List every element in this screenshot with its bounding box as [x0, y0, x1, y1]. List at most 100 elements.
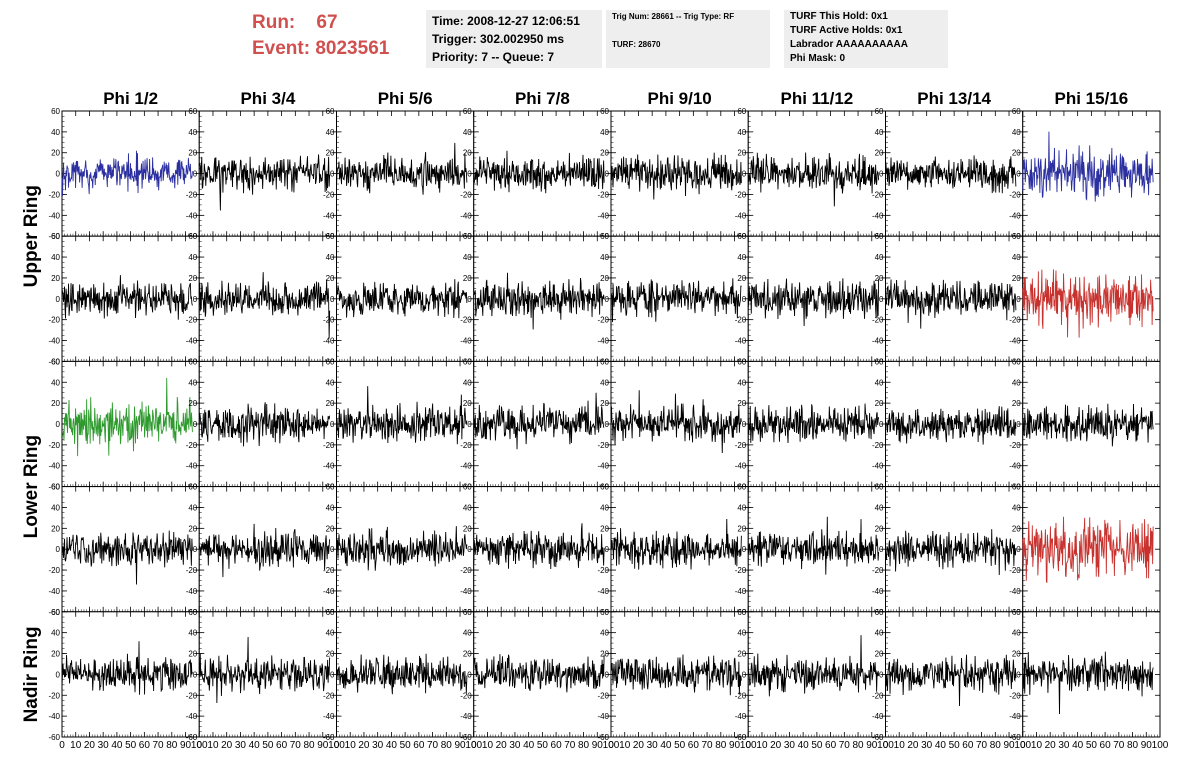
y-tick-label: 40: [188, 503, 197, 512]
y-tick-label: 40: [463, 253, 472, 262]
x-tick-label: 100: [465, 740, 482, 751]
x-tick-label: 30: [372, 740, 384, 751]
y-tick-label: 0: [742, 420, 747, 429]
y-tick-label: 60: [737, 232, 746, 241]
y-tick-label: 20: [463, 149, 472, 158]
waveform-trace: [610, 278, 742, 323]
y-tick-label: 0: [330, 670, 335, 679]
waveform-trace: [198, 636, 331, 704]
x-tick-label: 30: [921, 740, 933, 751]
x-tick-label: 70: [976, 740, 988, 751]
y-tick-label: 40: [737, 503, 746, 512]
x-tick-label: 0: [59, 740, 65, 751]
turf-line: TURF: 28670: [612, 40, 661, 49]
y-tick-label: 40: [875, 503, 884, 512]
y-tick-label: -60: [1009, 733, 1021, 742]
y-tick-label: -60: [48, 608, 60, 617]
y-tick-label: -60: [872, 733, 884, 742]
y-tick-label: -40: [735, 712, 747, 721]
waveform-trace: [1022, 651, 1154, 715]
y-tick-label: -20: [186, 316, 198, 325]
x-tick-label: 50: [1086, 740, 1098, 751]
x-tick-label: 70: [702, 740, 714, 751]
y-tick-label: -40: [323, 337, 335, 346]
phi-mask-line: Phi Mask: 0: [790, 53, 846, 64]
waveform-trace: [336, 526, 468, 571]
y-tick-label: 60: [51, 232, 60, 241]
y-tick-label: 40: [188, 253, 197, 262]
y-tick-label: -40: [1009, 462, 1021, 471]
y-tick-label: -60: [735, 733, 747, 742]
y-tick-label: 60: [51, 107, 60, 116]
y-tick-label: -40: [1009, 712, 1021, 721]
y-tick-label: 60: [737, 608, 746, 617]
x-tick-label: 30: [235, 740, 247, 751]
y-tick-label: 40: [600, 128, 609, 137]
x-tick-label: 60: [276, 740, 288, 751]
y-tick-label: -20: [48, 566, 60, 575]
x-tick-label: 50: [125, 740, 137, 751]
y-tick-label: 60: [463, 232, 472, 241]
waveform-trace: [747, 403, 880, 443]
waveform-trace: [336, 279, 468, 319]
waveform-trace: [885, 654, 1017, 707]
y-tick-label: -40: [872, 712, 884, 721]
y-tick-label: 20: [51, 524, 60, 533]
y-tick-label: 60: [188, 232, 197, 241]
time-trigger-info-box: Time: 2008-12-27 12:06:51 Trigger: 302.0…: [426, 10, 602, 68]
y-tick-label: -20: [323, 691, 335, 700]
x-tick-label: 50: [262, 740, 274, 751]
y-tick-label: -20: [872, 316, 884, 325]
x-tick-label: 10: [1031, 740, 1043, 751]
y-tick-label: -60: [48, 357, 60, 366]
x-tick-label: 0: [608, 740, 614, 751]
waveform-trace: [198, 272, 331, 339]
y-tick-label: -40: [460, 712, 472, 721]
waveform-trace: [473, 392, 605, 450]
y-tick-label: 20: [463, 650, 472, 659]
panel-frame: [610, 611, 749, 738]
y-tick-label: -20: [872, 190, 884, 199]
y-tick-label: 20: [1012, 524, 1021, 533]
row-group-label: Lower Ring: [21, 435, 42, 538]
y-tick-label: -40: [735, 337, 747, 346]
x-tick-label: 40: [935, 740, 947, 751]
y-tick-label: -20: [323, 190, 335, 199]
waveform-trace: [61, 641, 193, 695]
y-tick-label: -20: [735, 441, 747, 450]
row-group-label: Upper Ring: [21, 185, 42, 287]
y-tick-label: 20: [875, 524, 884, 533]
x-tick-label: 40: [386, 740, 398, 751]
x-tick-label: 90: [866, 740, 878, 751]
y-tick-label: 20: [326, 274, 335, 283]
x-tick-label: 90: [180, 740, 192, 751]
x-tick-label: 100: [740, 740, 757, 751]
y-tick-label: 0: [1016, 420, 1021, 429]
y-tick-label: 20: [1012, 399, 1021, 408]
waveform-trace: [610, 390, 742, 454]
y-tick-label: -40: [597, 712, 609, 721]
y-tick-label: 60: [51, 608, 60, 617]
x-tick-label: 70: [839, 740, 851, 751]
y-tick-label: 0: [467, 295, 472, 304]
y-tick-label: 40: [1012, 378, 1021, 387]
x-tick-label: 60: [825, 740, 837, 751]
x-tick-label: 20: [358, 740, 370, 751]
y-tick-label: -20: [735, 190, 747, 199]
y-tick-label: -60: [460, 733, 472, 742]
y-tick-label: 0: [467, 670, 472, 679]
y-tick-label: -40: [323, 211, 335, 220]
waveform-trace: [61, 150, 193, 197]
x-tick-label: 20: [633, 740, 645, 751]
x-tick-label: 40: [1072, 740, 1084, 751]
y-tick-label: 0: [330, 420, 335, 429]
y-tick-label: 40: [51, 378, 60, 387]
